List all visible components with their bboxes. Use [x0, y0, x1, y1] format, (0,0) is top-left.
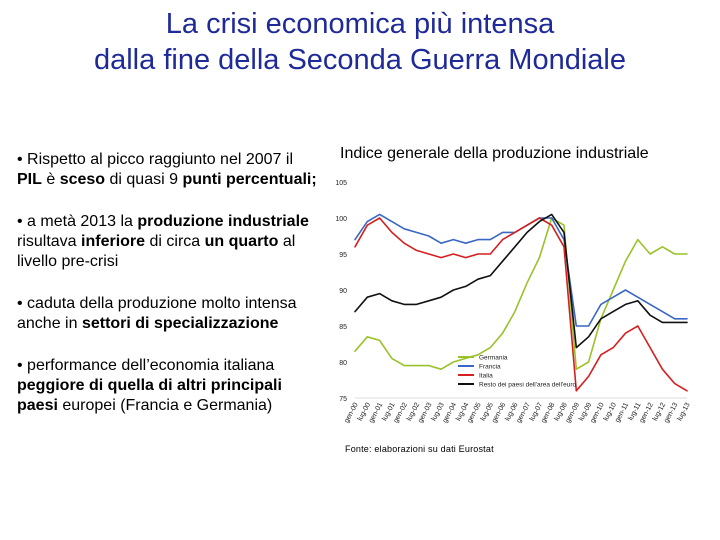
bullet-text: • caduta della produzione molto intensa …: [17, 295, 297, 332]
legend-label: Italia: [479, 373, 493, 380]
bullet-emphasis: punti percentuali;: [182, 171, 317, 188]
bullet-emphasis: PIL: [17, 171, 42, 188]
bullet-item: • performance dell’economia italiana peg…: [17, 356, 322, 416]
bullet-emphasis: sceso: [59, 171, 106, 188]
bullet-text: • Rispetto al picco raggiunto nel 2007 i…: [17, 151, 293, 168]
bullet-text: di quasi 9: [105, 171, 183, 188]
series-line: [354, 213, 688, 349]
bullet-emphasis: inferiore: [81, 233, 146, 250]
industrial-production-chart: 7580859095100105gen-00lug-00gen-01lug-01…: [335, 180, 690, 425]
bullet-text: • a metà 2013 la: [17, 213, 138, 230]
y-tick-label: 85: [339, 324, 347, 331]
legend-label: Germania: [479, 355, 508, 362]
chart-heading: Indice generale della produzione industr…: [340, 145, 649, 162]
bullet-text: al livello pre-crisi: [17, 233, 296, 270]
bullet-item: • Rispetto al picco raggiunto nel 2007 i…: [17, 150, 322, 190]
y-tick-label: 95: [339, 252, 347, 259]
legend-label: Resto dei paesi dell'area dell'euro: [479, 382, 577, 389]
legend-label: Francia: [479, 364, 501, 371]
title-line-2: dalla fine della Seconda Guerra Mondiale: [93, 44, 626, 76]
bullet-text: europei (Francia e Germania): [57, 397, 273, 414]
y-tick-label: 105: [335, 180, 347, 187]
bullet-item: • a metà 2013 la produzione industriale …: [17, 212, 322, 272]
series-line: [354, 217, 688, 392]
bullet-text: risultava: [17, 233, 82, 250]
bullet-text: è: [41, 171, 60, 188]
bullet-list: • Rispetto al picco raggiunto nel 2007 i…: [17, 150, 322, 438]
bullet-emphasis: peggiore di quella di altri principali p…: [17, 377, 282, 414]
bullet-item: • caduta della produzione molto intensa …: [17, 294, 322, 334]
bullet-emphasis: un quarto: [204, 233, 279, 250]
bullet-text: • performance dell’economia italiana: [17, 357, 275, 374]
bullet-text: di circa: [145, 233, 205, 250]
y-tick-label: 90: [339, 288, 347, 295]
title-line-1: La crisi economica più intensa: [165, 8, 555, 40]
series-line: [354, 213, 688, 327]
y-tick-label: 75: [339, 396, 347, 403]
y-tick-label: 100: [335, 216, 347, 223]
slide-title: La crisi economica più intensa dalla fin…: [0, 6, 720, 78]
bullet-emphasis: produzione industriale: [137, 213, 309, 230]
bullet-emphasis: settori di specializzazione: [81, 315, 279, 332]
series-line: [354, 217, 688, 370]
source-note: Fonte: elaborazioni su dati Eurostat: [345, 444, 494, 454]
y-tick-label: 80: [339, 360, 347, 367]
x-tick-label: gen-00: [343, 402, 359, 425]
